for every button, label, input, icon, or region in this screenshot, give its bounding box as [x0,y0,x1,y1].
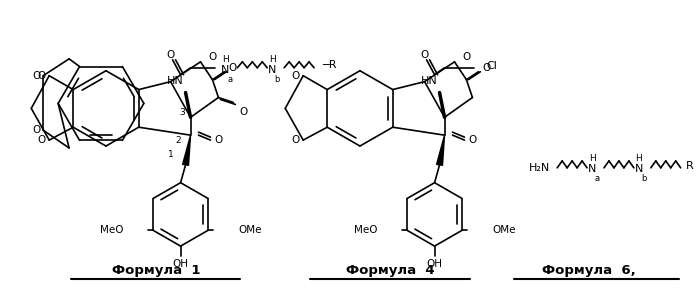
Text: O: O [482,63,491,73]
Text: O: O [37,135,45,145]
Text: O: O [462,52,470,62]
Text: MeO: MeO [354,225,377,235]
Text: OMe: OMe [492,225,516,235]
Text: OH: OH [173,259,189,269]
Text: HN: HN [421,76,438,86]
Text: O: O [229,63,236,73]
Text: N: N [635,164,643,174]
Text: O: O [166,50,175,60]
Polygon shape [182,135,191,165]
Text: H: H [589,154,596,163]
Text: O: O [32,125,41,135]
Text: O: O [421,50,428,60]
Text: R: R [686,161,693,171]
Text: Cl: Cl [487,61,497,71]
Text: 1: 1 [168,150,173,160]
Text: H: H [269,55,275,64]
Text: a: a [594,174,600,183]
Text: N: N [221,65,229,75]
Text: H₂N: H₂N [529,163,551,173]
Text: Формула  6,: Формула 6, [542,264,636,278]
Text: N: N [268,65,276,75]
Text: H: H [222,55,229,64]
Text: Формула  1: Формула 1 [112,264,200,278]
Text: O: O [37,71,45,81]
Text: OH: OH [426,259,442,269]
Text: O: O [291,135,299,145]
Text: O: O [32,71,41,81]
Text: O: O [239,107,247,117]
Polygon shape [437,135,445,165]
Text: a: a [228,75,233,84]
Text: N: N [588,164,596,174]
Text: O: O [208,52,217,62]
Text: HN: HN [167,76,184,86]
Text: H: H [635,154,642,163]
Text: MeO: MeO [99,225,123,235]
Text: O: O [291,71,299,81]
Text: O: O [468,135,477,145]
Text: O: O [215,135,222,145]
Text: 2: 2 [175,135,182,144]
Text: b: b [275,75,280,84]
Text: Формула  4: Формула 4 [345,264,434,278]
Text: ─R: ─R [322,60,336,70]
Text: b: b [641,174,647,183]
Text: OMe: OMe [238,225,261,235]
Text: 3: 3 [180,108,185,117]
